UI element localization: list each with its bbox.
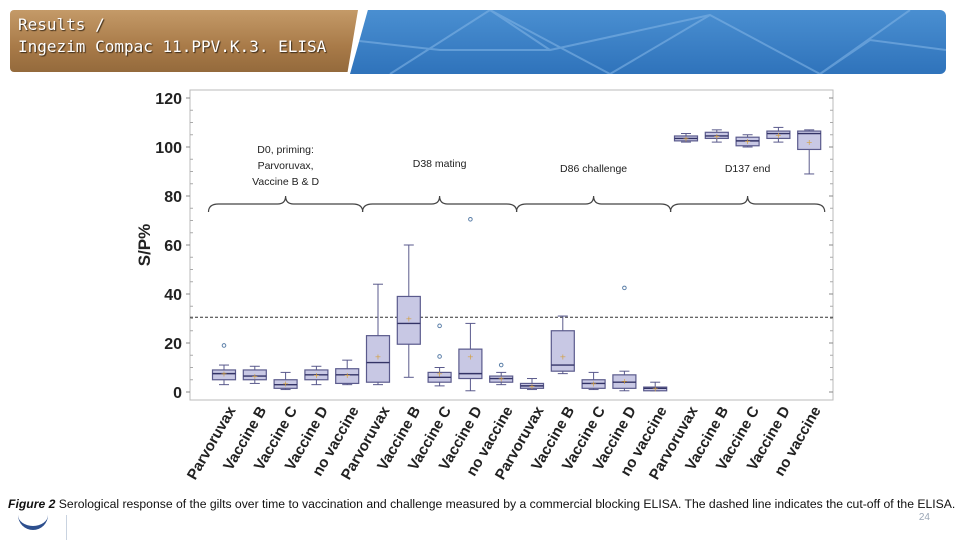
box-group: + bbox=[673, 133, 699, 143]
box-mean-marker: + bbox=[683, 134, 690, 143]
box-group: + bbox=[643, 381, 668, 393]
box-iqr bbox=[335, 368, 360, 385]
box-group: + bbox=[211, 343, 237, 386]
box-group: + bbox=[581, 371, 606, 391]
group-label: Vaccine B & D bbox=[252, 176, 319, 188]
title-line-1: Results / bbox=[18, 15, 105, 34]
group-brace bbox=[669, 195, 826, 213]
box-group: + bbox=[704, 129, 729, 143]
box-group: + bbox=[365, 283, 391, 386]
figure-label: Figure 2 bbox=[8, 497, 56, 511]
box-mean-marker: + bbox=[652, 384, 659, 393]
header-network-pattern bbox=[350, 10, 946, 74]
box-iqr bbox=[242, 369, 267, 381]
box-iqr bbox=[211, 369, 237, 381]
title-line-2: Ingezim Compac 11.PPV.K.3. ELISA bbox=[18, 37, 327, 56]
box-mean-marker: + bbox=[529, 382, 536, 391]
box-group: + bbox=[427, 323, 452, 387]
y-tick-label: 60 bbox=[164, 238, 182, 255]
box-iqr bbox=[766, 130, 791, 140]
box-mean-marker: + bbox=[713, 132, 720, 141]
group-brace bbox=[207, 195, 364, 213]
outlier-point bbox=[498, 362, 504, 368]
box-mean-marker: + bbox=[344, 371, 351, 380]
box-mean-marker: + bbox=[221, 370, 228, 379]
plot-frame bbox=[189, 89, 834, 401]
group-label: D38 mating bbox=[413, 158, 467, 170]
outlier-point bbox=[437, 354, 442, 359]
y-tick-label: 80 bbox=[164, 189, 182, 206]
caption-text: Serological response of the gilts over t… bbox=[55, 497, 956, 511]
box-mean-marker: + bbox=[744, 137, 751, 146]
box-group: + bbox=[519, 378, 545, 391]
outlier-point bbox=[622, 285, 627, 291]
box-group: + bbox=[396, 244, 421, 378]
title-banner bbox=[10, 10, 358, 72]
box-mean-marker: + bbox=[405, 315, 412, 324]
box-mean-marker: + bbox=[621, 377, 628, 386]
box-group: + bbox=[304, 365, 329, 386]
box-mean-marker: + bbox=[467, 352, 474, 361]
group-brace bbox=[361, 195, 518, 213]
box-group: + bbox=[335, 359, 360, 386]
box-iqr bbox=[396, 295, 421, 345]
y-axis-label: S/P% bbox=[135, 224, 154, 267]
figure-caption: Figure 2 Serological response of the gil… bbox=[8, 497, 958, 511]
box-group: + bbox=[766, 126, 791, 143]
group-label: D137 end bbox=[725, 163, 771, 175]
outlier-point bbox=[221, 343, 227, 348]
header-decorative-bar bbox=[350, 10, 946, 74]
box-iqr bbox=[797, 130, 822, 151]
box-mean-marker: + bbox=[251, 372, 258, 381]
box-mean-marker: + bbox=[313, 371, 320, 380]
box-group: + bbox=[735, 134, 760, 148]
box-group: + bbox=[242, 365, 267, 384]
group-label: D86 challenge bbox=[560, 163, 627, 175]
box-mean-marker: + bbox=[806, 138, 813, 147]
box-group: + bbox=[612, 285, 637, 392]
box-mean-marker: + bbox=[775, 131, 782, 140]
box-mean-marker: + bbox=[559, 352, 566, 361]
y-tick-label: 100 bbox=[155, 140, 182, 157]
footer-divider bbox=[66, 515, 67, 540]
box-group: + bbox=[458, 216, 483, 392]
box-mean-marker: + bbox=[282, 379, 289, 388]
box-group: + bbox=[273, 371, 298, 391]
box-iqr bbox=[458, 348, 483, 380]
box-group: + bbox=[489, 362, 514, 386]
box-iqr bbox=[550, 330, 575, 372]
y-tick-label: 0 bbox=[173, 385, 182, 402]
box-group: + bbox=[550, 315, 575, 375]
box-mean-marker: + bbox=[436, 370, 443, 379]
slide-title: Results / Ingezim Compac 11.PPV.K.3. ELI… bbox=[18, 14, 378, 58]
box-mean-marker: + bbox=[590, 379, 597, 388]
box-group: + bbox=[797, 129, 822, 175]
outlier-point bbox=[437, 323, 442, 329]
page-number: 24 bbox=[918, 512, 930, 523]
box-iqr bbox=[365, 335, 391, 383]
group-label: D0, priming: bbox=[257, 144, 314, 156]
y-tick-label: 120 bbox=[155, 91, 182, 108]
logo-icon bbox=[18, 512, 48, 530]
box-mean-marker: + bbox=[375, 352, 382, 361]
box-mean-marker: + bbox=[498, 375, 505, 384]
group-brace bbox=[515, 195, 672, 213]
group-label: Parvoruvax, bbox=[258, 160, 314, 172]
y-tick-label: 20 bbox=[164, 336, 182, 353]
outlier-point bbox=[468, 216, 473, 222]
y-tick-label: 40 bbox=[164, 287, 182, 304]
